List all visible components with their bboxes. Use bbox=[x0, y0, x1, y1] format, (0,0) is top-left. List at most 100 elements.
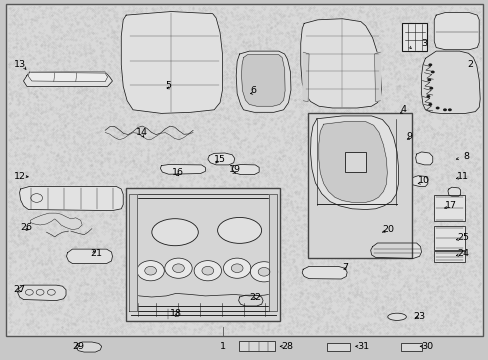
Point bbox=[237, 303, 244, 309]
Point bbox=[316, 242, 324, 248]
Point bbox=[271, 268, 279, 274]
Point bbox=[35, 164, 42, 170]
Point bbox=[355, 143, 363, 149]
Point bbox=[376, 39, 384, 45]
Point bbox=[348, 24, 356, 30]
Point bbox=[117, 291, 124, 297]
Point bbox=[349, 126, 357, 132]
Point bbox=[201, 143, 209, 148]
Point bbox=[34, 33, 42, 39]
Point bbox=[460, 249, 468, 255]
Point bbox=[284, 196, 292, 202]
Point bbox=[123, 192, 131, 198]
Point bbox=[239, 204, 247, 210]
Point bbox=[53, 12, 61, 17]
Point bbox=[78, 25, 86, 31]
Point bbox=[350, 6, 358, 12]
Point bbox=[64, 278, 72, 284]
Point bbox=[363, 250, 371, 256]
Point bbox=[75, 119, 82, 125]
Point bbox=[162, 199, 169, 205]
Point bbox=[221, 178, 228, 184]
Point bbox=[55, 196, 63, 202]
Point bbox=[202, 92, 210, 98]
Point bbox=[195, 251, 203, 256]
Point bbox=[158, 106, 165, 112]
Point bbox=[380, 169, 388, 175]
Point bbox=[289, 311, 297, 317]
Point bbox=[277, 252, 285, 258]
Point bbox=[360, 60, 368, 66]
Point bbox=[433, 71, 441, 77]
Point bbox=[124, 220, 132, 226]
Point bbox=[390, 256, 398, 261]
Point bbox=[314, 153, 322, 159]
Point bbox=[246, 306, 254, 312]
Point bbox=[27, 78, 35, 84]
Point bbox=[271, 271, 279, 276]
Point bbox=[89, 306, 97, 312]
Point bbox=[80, 77, 87, 83]
Point bbox=[237, 187, 244, 193]
Point bbox=[288, 28, 296, 34]
Point bbox=[139, 13, 146, 19]
Point bbox=[7, 199, 15, 205]
Point bbox=[259, 114, 266, 120]
Point bbox=[55, 84, 63, 90]
Point bbox=[208, 152, 216, 158]
Point bbox=[33, 132, 41, 138]
Point bbox=[398, 227, 406, 233]
Point bbox=[23, 131, 31, 137]
Point bbox=[155, 211, 163, 216]
Point bbox=[202, 7, 209, 13]
Point bbox=[333, 200, 341, 206]
Point bbox=[338, 121, 346, 127]
Point bbox=[158, 96, 165, 102]
Point bbox=[431, 203, 439, 208]
Point bbox=[190, 53, 198, 58]
Point bbox=[384, 154, 391, 160]
Point bbox=[334, 306, 342, 311]
Point bbox=[445, 322, 453, 328]
Point bbox=[53, 59, 61, 65]
Point bbox=[414, 198, 422, 204]
Point bbox=[441, 271, 448, 276]
Point bbox=[299, 311, 307, 317]
Point bbox=[256, 104, 264, 110]
Point bbox=[292, 204, 300, 210]
Point bbox=[149, 321, 157, 327]
Point bbox=[184, 38, 192, 44]
Point bbox=[334, 224, 342, 229]
Point bbox=[285, 328, 292, 334]
Text: 12: 12 bbox=[14, 172, 26, 181]
Point bbox=[131, 52, 139, 58]
Point bbox=[438, 237, 446, 243]
Point bbox=[372, 163, 380, 169]
Point bbox=[211, 312, 219, 318]
Point bbox=[202, 249, 210, 255]
Point bbox=[152, 82, 160, 87]
Point bbox=[333, 287, 341, 292]
Point bbox=[393, 269, 401, 275]
Point bbox=[367, 88, 375, 94]
Point bbox=[126, 54, 134, 60]
Point bbox=[146, 326, 154, 332]
Point bbox=[404, 232, 411, 238]
Point bbox=[124, 304, 132, 310]
Point bbox=[460, 175, 468, 181]
Point bbox=[123, 246, 131, 252]
Point bbox=[32, 41, 40, 47]
Point bbox=[257, 154, 264, 160]
Point bbox=[63, 86, 71, 91]
Point bbox=[155, 42, 163, 48]
Point bbox=[180, 43, 188, 49]
Point bbox=[165, 74, 173, 80]
Point bbox=[83, 265, 91, 270]
Point bbox=[27, 19, 35, 25]
Point bbox=[208, 53, 216, 59]
Point bbox=[454, 63, 462, 69]
Point bbox=[186, 271, 194, 276]
Point bbox=[419, 142, 427, 148]
Point bbox=[111, 284, 119, 289]
Point bbox=[236, 152, 244, 157]
